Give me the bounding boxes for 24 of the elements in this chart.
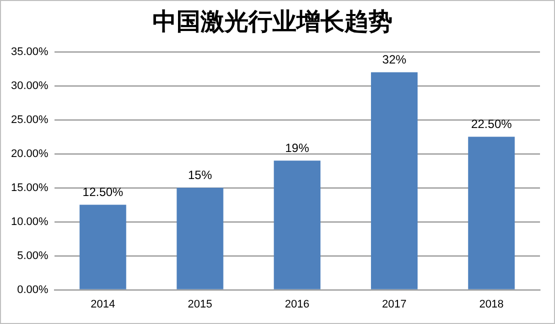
y-tick-label: 5.00% [17, 250, 49, 262]
data-label: 32% [382, 52, 407, 67]
chart-title: 中国激光行业增长趋势 [152, 8, 392, 36]
data-label: 15% [188, 168, 212, 182]
x-tick-label: 2016 [284, 298, 310, 310]
y-tick-label: 0.00% [17, 284, 49, 296]
data-label: 19% [285, 140, 310, 155]
x-tick-label: 2018 [479, 298, 504, 310]
y-tick-label: 25.00% [10, 114, 49, 126]
data-label: 12.50% [82, 185, 124, 200]
x-tick-label: 2014 [90, 298, 116, 310]
bar [176, 188, 224, 290]
y-tick-label: 20.00% [10, 148, 49, 160]
x-tick-label: 2015 [188, 298, 212, 310]
data-label: 22.50% [471, 117, 512, 132]
bar [80, 204, 126, 290]
y-tick-label: 15.00% [10, 182, 49, 194]
x-tick-label: 2017 [382, 298, 407, 310]
y-tick-label: 35.00% [10, 46, 49, 58]
bar [274, 160, 320, 290]
y-tick-label: 30.00% [10, 80, 49, 92]
bar [468, 136, 515, 290]
y-tick-label: 10.00% [10, 216, 49, 228]
bar [370, 72, 418, 290]
